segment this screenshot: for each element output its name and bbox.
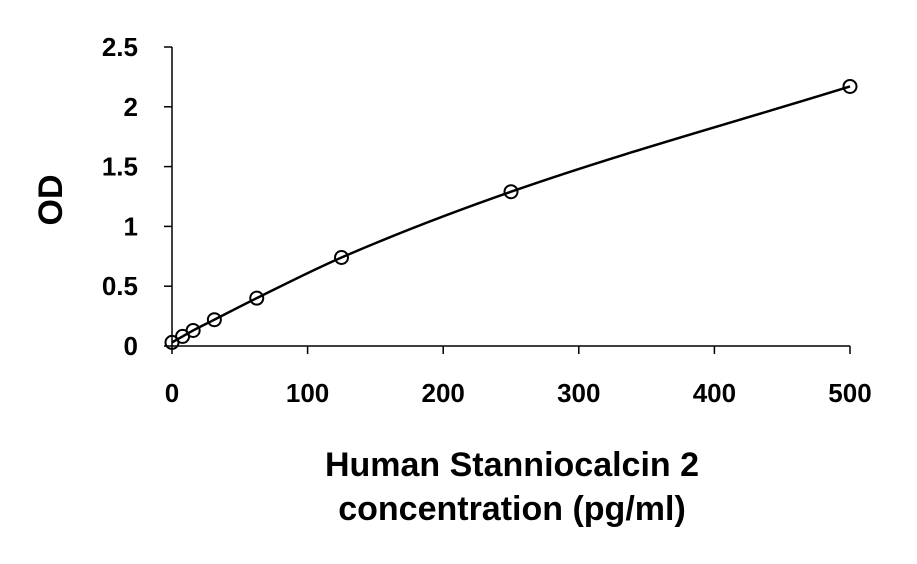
fit-curve: [171, 85, 851, 344]
x-axis-title-line-1: Human Stanniocalcin 2: [325, 446, 699, 484]
tick-labels: 0 100 200 300 400 500 0 0.5 1 1.5 2 2.5: [102, 32, 872, 408]
data-point: [249, 290, 265, 306]
data-point: [185, 322, 201, 338]
y-axis-title: OD: [32, 175, 70, 226]
y-tick-label: 2: [124, 92, 138, 122]
x-tick-label: 100: [286, 378, 329, 408]
y-tick-label: 1: [124, 211, 138, 241]
x-tick-label: 0: [165, 378, 179, 408]
data-point: [503, 184, 519, 200]
x-tick-label: 400: [693, 378, 736, 408]
data-point: [334, 249, 349, 265]
x-tick-label: 300: [557, 378, 600, 408]
data-point: [206, 312, 222, 328]
y-tick-label: 1.5: [102, 152, 138, 182]
axes: [164, 46, 851, 354]
data-points: [164, 78, 858, 350]
x-axis-title-line-2: concentration (pg/ml): [338, 490, 686, 528]
x-tick-label: 200: [422, 378, 465, 408]
x-tick-label: 500: [828, 378, 871, 408]
y-tick-label: 0: [124, 331, 138, 361]
y-tick-label: 0.5: [102, 271, 138, 301]
y-tick-label: 2.5: [102, 32, 138, 62]
data-point: [842, 78, 858, 94]
